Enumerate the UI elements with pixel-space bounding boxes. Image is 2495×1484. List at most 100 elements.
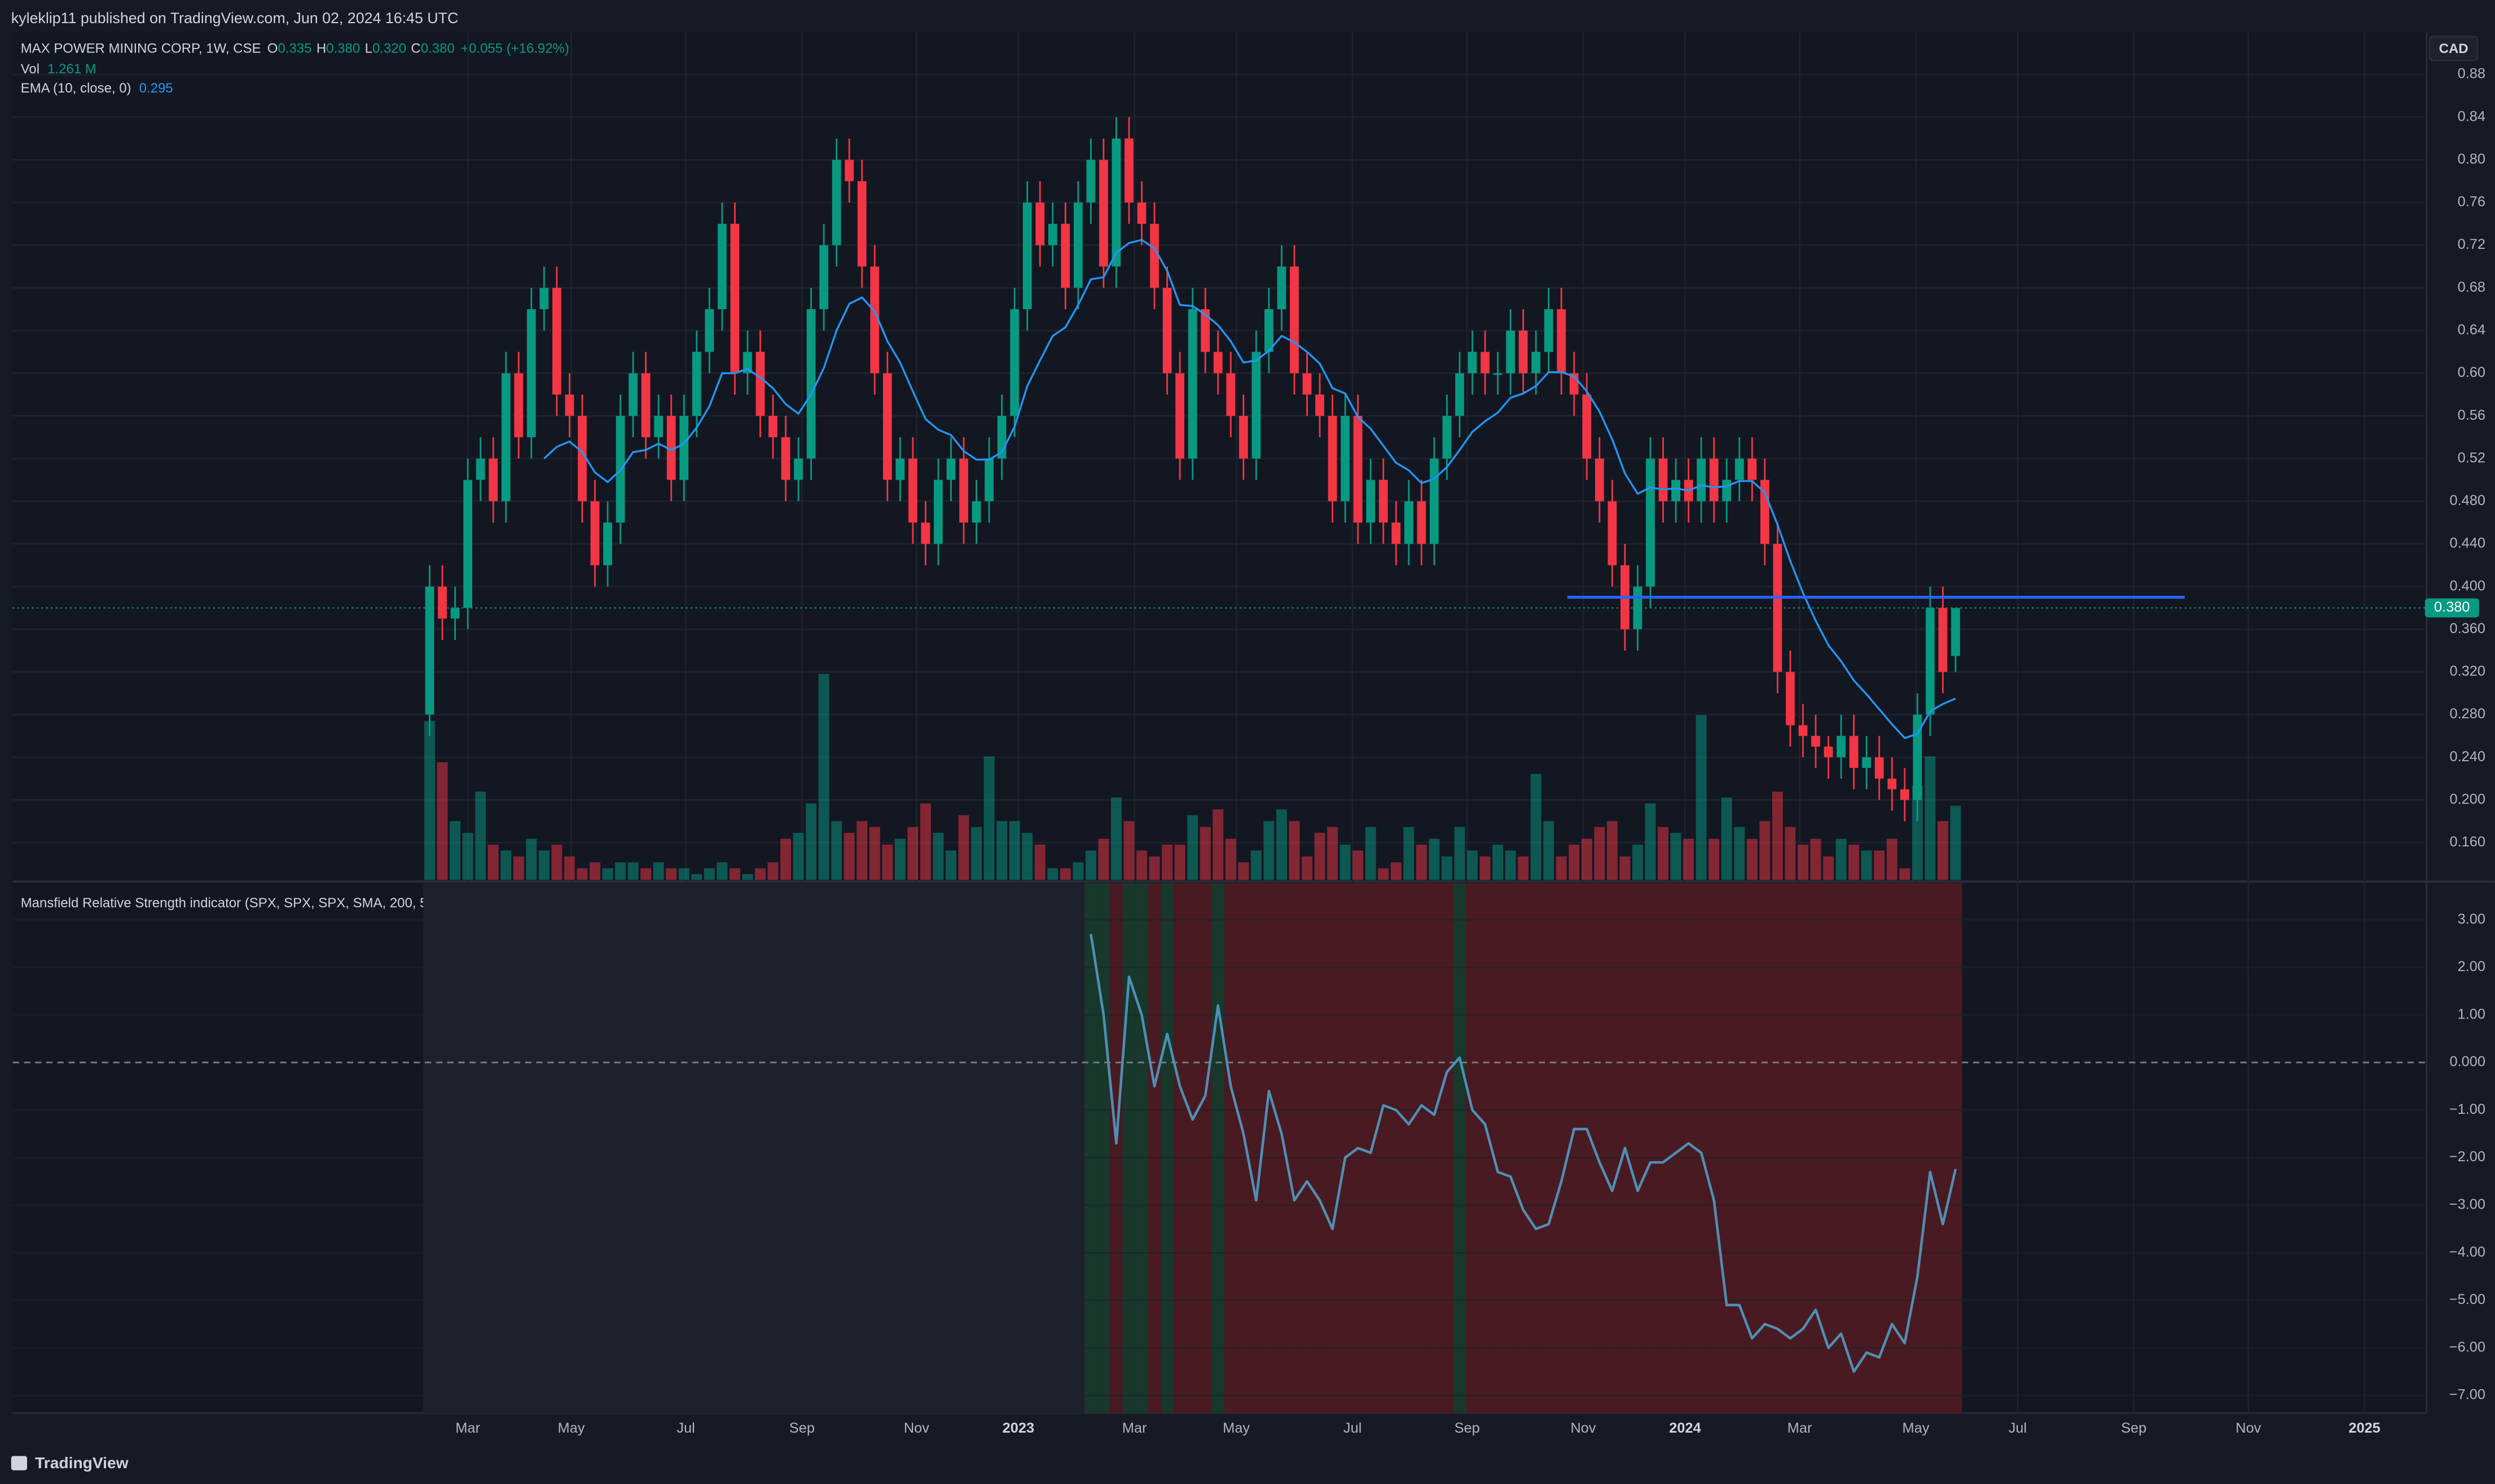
candle-body bbox=[882, 373, 892, 480]
x-tick-label: May bbox=[558, 1420, 585, 1436]
candle-body bbox=[1035, 202, 1045, 245]
volume-bar bbox=[818, 674, 829, 880]
candle-body bbox=[1226, 373, 1236, 416]
candle-body bbox=[1518, 330, 1528, 374]
volume-bar bbox=[615, 862, 626, 880]
volume-bar bbox=[1441, 856, 1452, 880]
candle-body bbox=[1328, 416, 1337, 502]
volume-bar bbox=[1289, 821, 1300, 880]
y-tick-label: 0.80 bbox=[2458, 151, 2485, 167]
indicator-shade bbox=[1326, 883, 1339, 1413]
indicator-shade bbox=[1873, 883, 1886, 1413]
indicator-shade bbox=[1313, 883, 1326, 1413]
volume-bar bbox=[1874, 850, 1885, 880]
candle-body bbox=[692, 352, 701, 416]
candle-body bbox=[603, 523, 612, 565]
volume-bar bbox=[1798, 844, 1808, 880]
candle-body bbox=[1137, 202, 1147, 224]
volume-bar bbox=[462, 833, 473, 880]
volume-bar bbox=[1073, 862, 1084, 880]
indicator-shade bbox=[1186, 883, 1199, 1413]
volume-bar bbox=[602, 868, 613, 880]
volume-bar bbox=[1683, 838, 1694, 880]
indicator-shade bbox=[1898, 883, 1912, 1413]
volume-bar bbox=[1085, 850, 1096, 880]
volume-bar bbox=[1009, 821, 1020, 880]
volume-bar bbox=[1225, 838, 1236, 880]
indicator-shade bbox=[1224, 883, 1237, 1413]
brand-logo bbox=[11, 1456, 28, 1470]
candle-body bbox=[1112, 138, 1121, 267]
indicator-shade bbox=[1453, 883, 1466, 1413]
candle-body bbox=[1175, 373, 1185, 459]
indicator-shade bbox=[1911, 883, 1924, 1413]
candle-body bbox=[1786, 671, 1795, 726]
candle-body bbox=[985, 458, 994, 502]
candle-body bbox=[1849, 736, 1859, 768]
x-tick-label: Nov bbox=[904, 1420, 929, 1436]
candle-body bbox=[654, 416, 664, 437]
candle-body bbox=[1341, 416, 1350, 502]
volume-bar bbox=[1136, 850, 1148, 880]
volume-bar bbox=[1708, 838, 1720, 880]
candle-body bbox=[565, 394, 574, 416]
volume-bar bbox=[1276, 809, 1287, 880]
candle-body bbox=[450, 608, 460, 619]
indicator-shade bbox=[1809, 883, 1822, 1413]
candle-body bbox=[1837, 736, 1846, 758]
candle-body bbox=[1862, 757, 1872, 768]
candle-body bbox=[1366, 480, 1376, 523]
candle-body bbox=[895, 458, 905, 480]
candle-body bbox=[1468, 352, 1477, 374]
volume-bar bbox=[907, 827, 919, 880]
indicator-shade bbox=[1402, 883, 1416, 1413]
y-tick-label: 0.88 bbox=[2458, 66, 2485, 82]
legend-item: 0.380 bbox=[326, 41, 360, 56]
candle-body bbox=[1290, 266, 1299, 374]
volume-bar bbox=[640, 868, 652, 880]
candle-body bbox=[1557, 309, 1566, 374]
indicator-shade bbox=[1097, 883, 1110, 1413]
rs-tick-label: −2.00 bbox=[2449, 1149, 2485, 1165]
volume-bar bbox=[1314, 833, 1325, 880]
volume-bar bbox=[1390, 862, 1402, 880]
indicator-shade bbox=[1758, 883, 1772, 1413]
y-tick-label: 0.440 bbox=[2450, 535, 2486, 551]
volume-bar bbox=[1937, 821, 1948, 880]
volume-bar bbox=[1861, 850, 1872, 880]
volume-bar bbox=[577, 868, 588, 880]
volume-bar bbox=[1886, 838, 1897, 880]
candle-body bbox=[463, 480, 472, 608]
currency-badge bbox=[2428, 36, 2479, 62]
candle-body bbox=[705, 309, 714, 352]
candle-body bbox=[743, 352, 752, 374]
volume-bar bbox=[513, 856, 524, 880]
volume-bar bbox=[551, 844, 563, 880]
volume-bar bbox=[780, 838, 791, 880]
legend-item: +0.055 (+16.92%) bbox=[461, 41, 569, 56]
volume-bar bbox=[1556, 856, 1567, 880]
candle-body bbox=[1925, 608, 1935, 715]
candle-body bbox=[1302, 373, 1312, 395]
candle-body bbox=[1124, 138, 1134, 203]
x-tick-label: Jul bbox=[677, 1420, 695, 1436]
volume-bar bbox=[1034, 844, 1046, 880]
candle-body bbox=[1722, 480, 1732, 502]
volume-bar bbox=[1823, 856, 1834, 880]
candle-body bbox=[946, 458, 956, 480]
candle-body bbox=[1061, 223, 1070, 288]
volume-bar bbox=[678, 868, 689, 880]
volume-bar bbox=[1518, 856, 1529, 880]
volume-bar bbox=[1378, 868, 1389, 880]
candle-body bbox=[819, 245, 829, 309]
candle-body bbox=[1213, 352, 1223, 374]
candle-body bbox=[1671, 480, 1681, 502]
volume-bar bbox=[1721, 797, 1732, 880]
candle-body bbox=[629, 373, 638, 416]
candle-body bbox=[1734, 458, 1744, 480]
x-tick-label: May bbox=[1902, 1420, 1929, 1436]
ema-line bbox=[543, 239, 1956, 739]
ema-legend: EMA (10, close, 0) 0.295 bbox=[21, 81, 173, 96]
indicator-shade bbox=[1288, 883, 1301, 1413]
legend-item: L bbox=[365, 41, 372, 56]
